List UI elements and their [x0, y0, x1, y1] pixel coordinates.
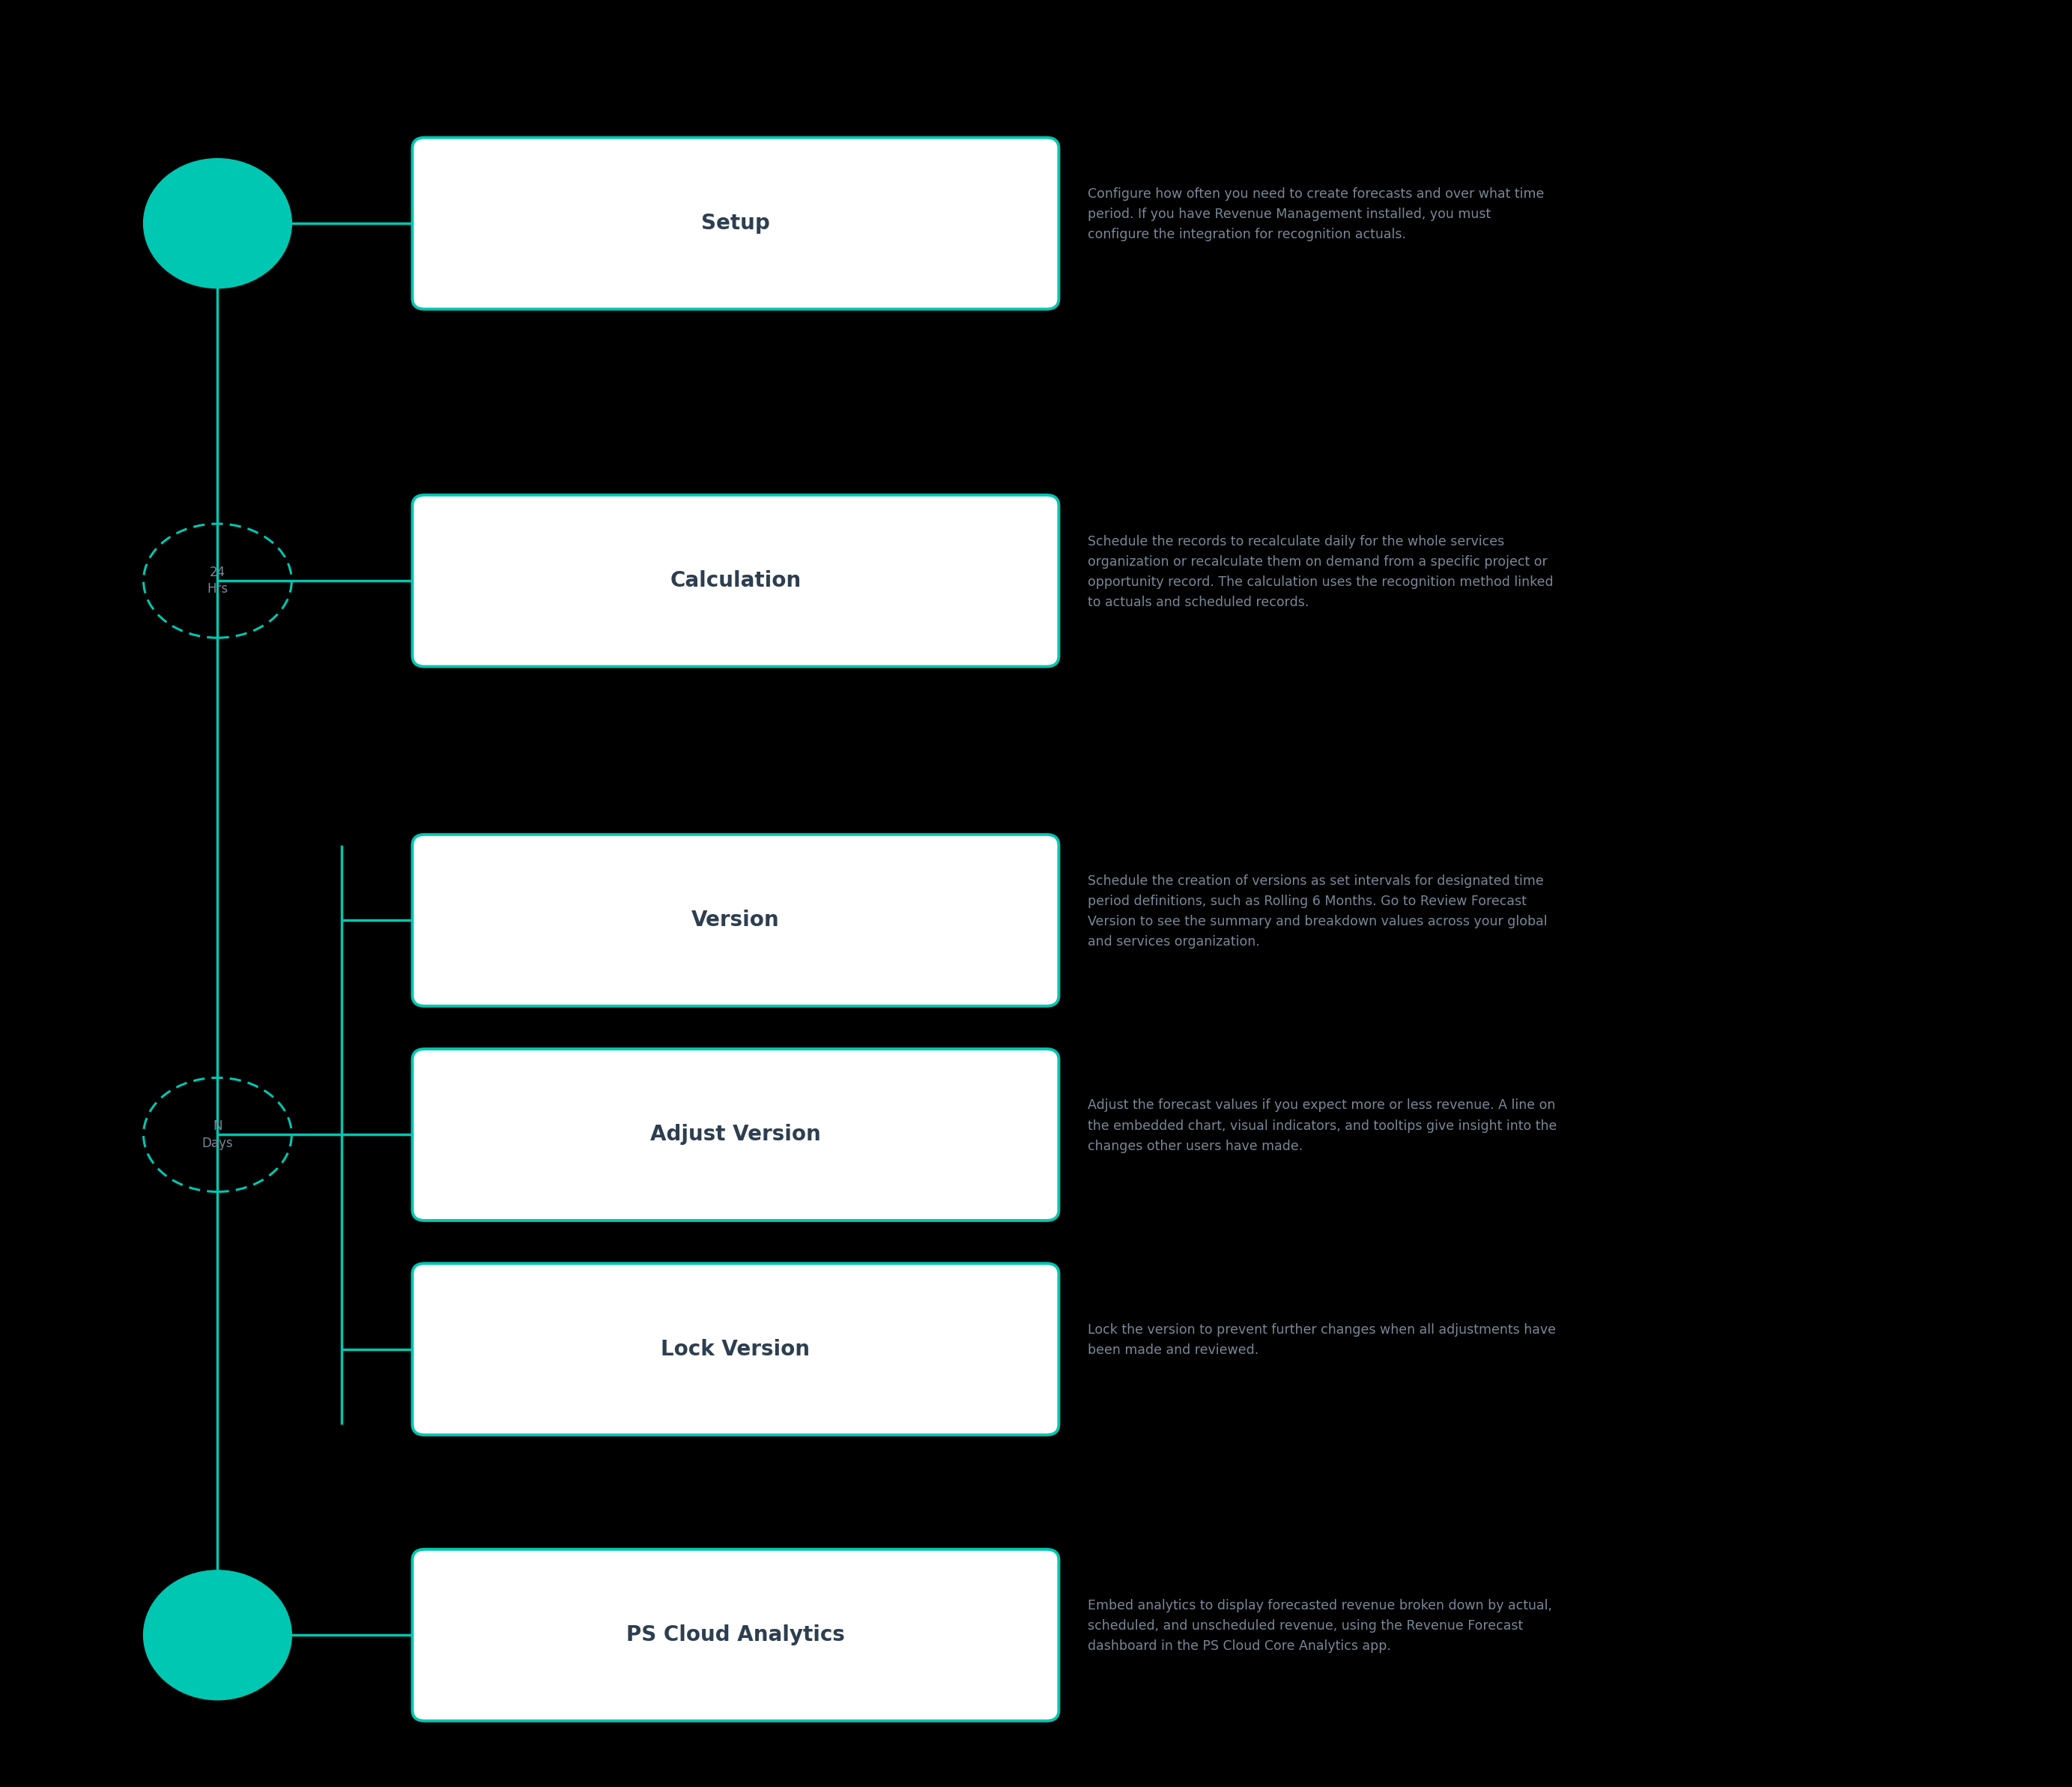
Text: Schedule the creation of versions as set intervals for designated time
period de: Schedule the creation of versions as set…	[1088, 874, 1548, 949]
FancyBboxPatch shape	[412, 138, 1059, 309]
FancyBboxPatch shape	[412, 495, 1059, 667]
Ellipse shape	[143, 159, 292, 288]
Text: Version: Version	[692, 910, 779, 931]
FancyBboxPatch shape	[412, 1049, 1059, 1221]
FancyBboxPatch shape	[412, 1263, 1059, 1435]
Text: Adjust Version: Adjust Version	[651, 1124, 821, 1145]
Text: Setup: Setup	[700, 213, 771, 234]
Text: Lock the version to prevent further changes when all adjustments have
been made : Lock the version to prevent further chan…	[1088, 1324, 1556, 1356]
Text: Adjust the forecast values if you expect more or less revenue. A line on
the emb: Adjust the forecast values if you expect…	[1088, 1099, 1556, 1153]
Text: 24
Hrs: 24 Hrs	[207, 566, 228, 595]
Text: Schedule the records to recalculate daily for the whole services
organization or: Schedule the records to recalculate dail…	[1088, 534, 1554, 609]
Ellipse shape	[143, 1571, 292, 1699]
Text: Calculation: Calculation	[669, 570, 802, 591]
Text: Lock Version: Lock Version	[661, 1338, 810, 1360]
Text: PS Cloud Analytics: PS Cloud Analytics	[626, 1624, 845, 1646]
Text: Configure how often you need to create forecasts and over what time
period. If y: Configure how often you need to create f…	[1088, 188, 1544, 241]
FancyBboxPatch shape	[412, 1549, 1059, 1721]
FancyBboxPatch shape	[412, 835, 1059, 1006]
Text: Embed analytics to display forecasted revenue broken down by actual,
scheduled, : Embed analytics to display forecasted re…	[1088, 1599, 1552, 1653]
Text: N
Days: N Days	[201, 1120, 234, 1149]
